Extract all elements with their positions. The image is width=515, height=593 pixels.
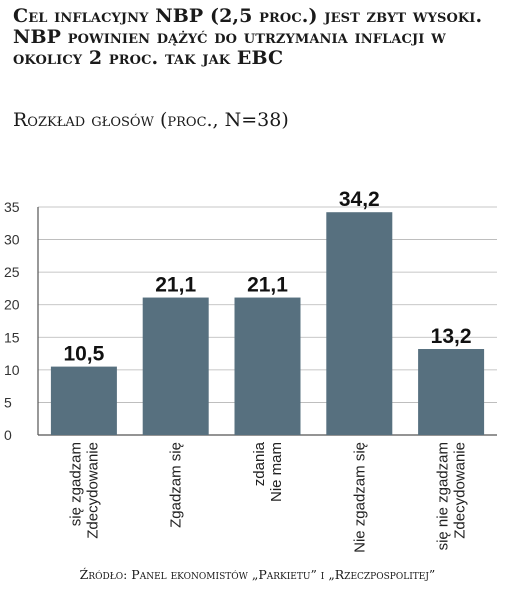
y-tick-label: 0 (4, 427, 12, 443)
value-label: 10,5 (63, 343, 104, 366)
category-label-line: Zdecydowanie (84, 442, 101, 539)
y-tick-label: 20 (4, 297, 20, 313)
y-tick-label: 30 (4, 232, 20, 248)
y-axis-ticks: 0 5 10 15 20 25 30 35 (4, 199, 20, 443)
chart-title: Cel inflacyjny NBP (2,5 proc.) jest zbyt… (13, 5, 483, 69)
value-label: 13,2 (431, 325, 472, 348)
bar (234, 297, 301, 435)
y-tick-label: 10 (4, 362, 20, 378)
category-label: Zgadzam się (168, 442, 185, 528)
value-label: 21,1 (155, 274, 196, 297)
category-label-line: się zgadzam (67, 442, 84, 526)
category-label: Nie zgadzam się (351, 442, 368, 553)
category-label-line: się nie zgadzam (435, 442, 452, 550)
category-label-line: zdania (251, 441, 268, 486)
bars (50, 212, 485, 435)
value-label: 21,1 (247, 274, 288, 297)
category-label-line: Nie mam (268, 442, 285, 502)
bar (50, 366, 117, 435)
y-tick-label: 35 (4, 199, 20, 215)
bar (418, 349, 485, 435)
y-tick-label: 25 (4, 264, 20, 280)
y-tick-label: 15 (4, 329, 20, 345)
value-labels: 10,5 21,1 21,1 34,2 13,2 (63, 188, 471, 365)
source-note: Źródło: Panel ekonomistów „Parkietu” i „… (79, 567, 436, 582)
category-label-line: Nie zgadzam się (351, 442, 368, 553)
category-label-line: Zdecydowanie (452, 442, 469, 539)
bar (326, 212, 393, 435)
chart-subtitle: Rozkład głosów (proc., N=38) (13, 109, 289, 131)
category-label-line: Zgadzam się (168, 442, 185, 528)
value-label: 34,2 (339, 188, 380, 211)
y-tick-label: 5 (4, 394, 12, 410)
bar (142, 297, 209, 435)
